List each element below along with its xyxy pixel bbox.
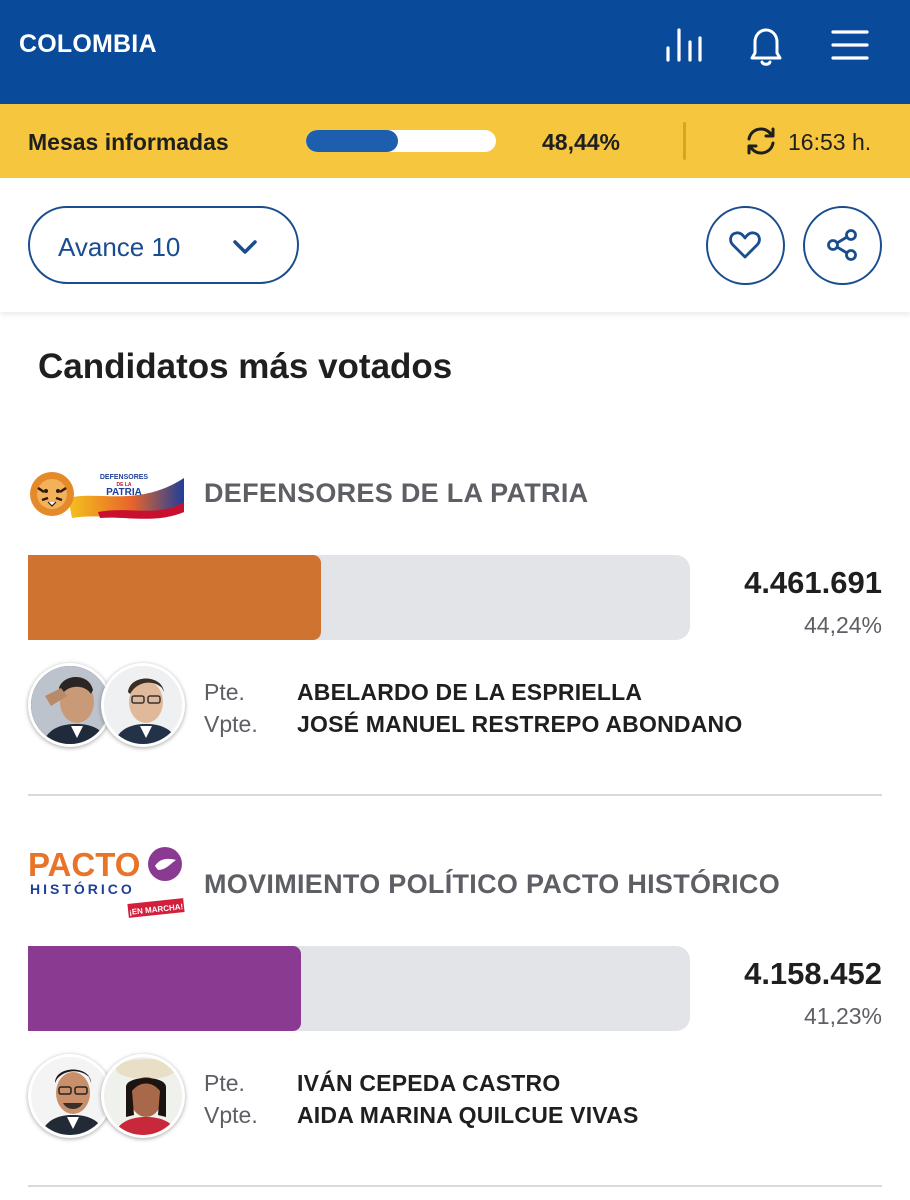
vote-bar bbox=[28, 555, 690, 640]
role-label-vice-president: Vpte. bbox=[204, 711, 258, 737]
controls-row: Avance 10 bbox=[0, 178, 910, 312]
vice-president-name: AIDA MARINA QUILCUE VIVAS bbox=[297, 1102, 639, 1128]
logo-text: PATRIA bbox=[106, 487, 142, 498]
site-title: COLOMBIA bbox=[19, 30, 157, 58]
avatar bbox=[28, 1054, 112, 1138]
avance-dropdown[interactable]: Avance 10 bbox=[28, 206, 299, 284]
refresh-icon[interactable] bbox=[744, 124, 778, 158]
avatar bbox=[28, 663, 112, 747]
divider bbox=[28, 1185, 882, 1187]
section-title: Candidatos más votados bbox=[38, 347, 453, 386]
role-label-president: Pte. bbox=[204, 1070, 245, 1096]
update-time: 16:53 h. bbox=[788, 129, 872, 155]
progress-bar bbox=[306, 130, 496, 152]
bar-chart-icon[interactable] bbox=[661, 24, 705, 68]
party-name: MOVIMIENTO POLÍTICO PACTO HISTÓRICO bbox=[204, 869, 781, 899]
logo-text: DE LA bbox=[117, 482, 132, 488]
menu-icon[interactable] bbox=[828, 24, 872, 68]
vice-president-name: JOSÉ MANUEL RESTREPO ABONDANO bbox=[297, 711, 743, 737]
chevron-down-icon bbox=[233, 240, 257, 254]
vote-percent: 41,23% bbox=[803, 1003, 882, 1029]
avatar bbox=[101, 663, 185, 747]
vote-percent: 44,24% bbox=[803, 612, 882, 638]
avatar bbox=[101, 1054, 185, 1138]
vote-bar-fill bbox=[28, 946, 301, 1031]
share-icon bbox=[827, 229, 857, 261]
divider bbox=[28, 794, 882, 796]
vote-bar-fill bbox=[28, 555, 321, 640]
logo-text: PACTO bbox=[28, 846, 140, 883]
progress-strip: Mesas informadas 48,44% 16:53 h. bbox=[0, 104, 910, 178]
president-name: ABELARDO DE LA ESPRIELLA bbox=[297, 679, 643, 705]
party-logo-pacto-historico: PACTO HISTÓRICO ¡EN MARCHA! bbox=[28, 846, 185, 918]
dropdown-value: Avance 10 bbox=[58, 232, 181, 262]
favorite-button[interactable] bbox=[706, 206, 785, 285]
vote-bar bbox=[28, 946, 690, 1031]
role-label-vice-president: Vpte. bbox=[204, 1102, 258, 1128]
progress-label: Mesas informadas bbox=[28, 129, 229, 155]
top-bar: COLOMBIA bbox=[0, 0, 910, 104]
progress-percent: 48,44% bbox=[542, 129, 621, 155]
president-name: IVÁN CEPEDA CASTRO bbox=[297, 1070, 561, 1096]
share-button[interactable] bbox=[803, 206, 882, 285]
heart-icon bbox=[729, 231, 761, 259]
bell-icon[interactable] bbox=[744, 24, 788, 68]
progress-bar-fill bbox=[306, 130, 399, 152]
vote-count: 4.158.452 bbox=[744, 956, 882, 991]
party-name: DEFENSORES DE LA PATRIA bbox=[204, 478, 589, 508]
party-logo-defensores: DEFENSORES DE LA PATRIA bbox=[30, 472, 184, 519]
logo-text: DEFENSORES bbox=[100, 474, 149, 481]
logo-text: HISTÓRICO bbox=[30, 880, 135, 897]
strip-divider bbox=[683, 122, 686, 160]
role-label-president: Pte. bbox=[204, 679, 245, 705]
vote-count: 4.461.691 bbox=[744, 565, 882, 600]
